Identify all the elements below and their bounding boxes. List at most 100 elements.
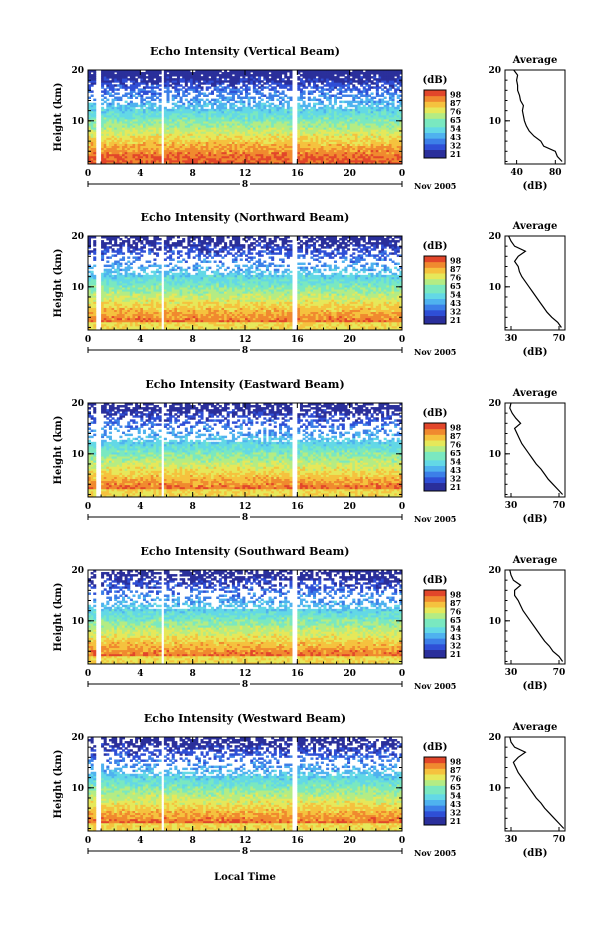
panel-title: Echo Intensity (Northward Beam) [141, 211, 350, 224]
average-profile-line [509, 236, 562, 328]
x-tick-label: 16 [291, 502, 304, 512]
average-y-tick-label: 20 [488, 232, 501, 242]
colorbar-tick-label: 21 [450, 315, 461, 325]
average-frame [505, 737, 565, 831]
y-tick-label: 20 [71, 232, 84, 242]
x-tick-label: 8 [190, 836, 196, 846]
colorbar-tick-label: 76 [450, 773, 462, 783]
date-label: Nov 2005 [414, 347, 456, 357]
average-y-tick-label: 10 [488, 117, 501, 127]
colorbar-tick-label: 21 [450, 149, 461, 159]
x-tick-label: 12 [239, 669, 252, 679]
x-tick-label: 4 [137, 502, 143, 512]
y-tick-label: 20 [71, 66, 84, 76]
colorbar-tick-label: 54 [450, 289, 462, 299]
average-frame [505, 570, 565, 664]
average-profile-line [510, 737, 564, 829]
colorbar-segment [424, 630, 446, 633]
x-tick-label: 20 [343, 836, 356, 846]
average-y-tick-label: 20 [488, 66, 501, 76]
average-y-tick-label: 20 [488, 733, 501, 743]
average-x-label: (dB) [523, 681, 548, 692]
average-y-tick-label: 10 [488, 450, 501, 460]
colorbar-segment [424, 287, 446, 290]
colorbar-tick-label: 43 [450, 132, 462, 142]
x-tick-label: 4 [137, 335, 143, 345]
x-tick-label: 8 [190, 669, 196, 679]
day-label: 8 [242, 346, 248, 356]
panel-2: Echo Intensity (Northward Beam)Height (k… [53, 211, 565, 358]
panel-title: Echo Intensity (Southward Beam) [141, 545, 350, 558]
y-tick-label: 10 [71, 617, 84, 627]
average-x-label: (dB) [523, 514, 548, 525]
colorbar-tick-label: 76 [450, 606, 462, 616]
colorbar-tick-label: 87 [450, 431, 461, 441]
colorbar-unit: (dB) [423, 75, 448, 86]
colorbar-tick-label: 98 [450, 756, 462, 766]
average-y-tick-label: 10 [488, 784, 501, 794]
colorbar-segment [424, 621, 446, 624]
average-x-tick-label: 40 [510, 168, 523, 178]
colorbar-segment [424, 113, 446, 116]
colorbar-segment [424, 454, 446, 457]
average-x-tick-label: 30 [505, 501, 518, 511]
colorbar-tick-label: 54 [450, 456, 462, 466]
x-tick-label: 4 [137, 169, 143, 179]
x-tick-label: 16 [291, 169, 304, 179]
colorbar-segment [424, 429, 446, 432]
x-tick-label: 20 [343, 502, 356, 512]
colorbar-segment [424, 788, 446, 791]
average-x-label: (dB) [523, 848, 548, 859]
colorbar-tick-label: 32 [450, 807, 461, 817]
average-x-tick-label: 70 [553, 835, 566, 845]
colorbar-segment [424, 780, 446, 783]
colorbar-tick-label: 76 [450, 106, 462, 116]
colorbar-segment [424, 805, 446, 808]
x-tick-label: 0 [399, 502, 405, 512]
colorbar-tick-label: 76 [450, 272, 462, 282]
colorbar-segment [424, 437, 446, 440]
heatmap [88, 236, 402, 330]
colorbar-tick-label: 21 [450, 816, 461, 826]
colorbar-tick-label: 32 [450, 140, 461, 150]
colorbar-segment [424, 463, 446, 466]
colorbar-tick-label: 43 [450, 632, 462, 642]
colorbar-tick-label: 32 [450, 640, 461, 650]
colorbar-segment [424, 121, 446, 124]
x-axis-label: Local Time [214, 872, 276, 883]
average-x-label: (dB) [523, 347, 548, 358]
colorbar-tick-label: 98 [450, 255, 462, 265]
average-y-tick-label: 20 [488, 566, 501, 576]
x-tick-label: 0 [85, 836, 91, 846]
colorbar-segment [424, 304, 446, 307]
y-tick-label: 20 [71, 733, 84, 743]
colorbar-tick-label: 21 [450, 482, 461, 492]
average-profile-line [510, 403, 563, 495]
panel-title: Echo Intensity (Vertical Beam) [150, 45, 340, 58]
x-tick-label: 12 [239, 502, 252, 512]
x-tick-label: 0 [85, 502, 91, 512]
average-x-tick-label: 70 [553, 334, 566, 344]
average-x-tick-label: 80 [549, 168, 562, 178]
x-tick-label: 4 [137, 669, 143, 679]
colorbar-tick-label: 87 [450, 98, 461, 108]
x-tick-label: 0 [85, 669, 91, 679]
average-title: Average [512, 55, 558, 66]
x-tick-label: 20 [343, 669, 356, 679]
panel-5: Echo Intensity (Westward Beam)Height (km… [53, 712, 565, 859]
x-tick-label: 12 [239, 169, 252, 179]
y-tick-label: 10 [71, 283, 84, 293]
x-tick-label: 20 [343, 169, 356, 179]
colorbar-segment [424, 763, 446, 766]
colorbar-tick-label: 54 [450, 123, 462, 133]
heatmap [88, 737, 402, 831]
x-tick-label: 16 [291, 669, 304, 679]
average-title: Average [512, 722, 558, 733]
y-axis-label: Height (km) [53, 83, 64, 152]
colorbar-tick-label: 65 [450, 281, 461, 291]
x-tick-label: 0 [399, 836, 405, 846]
average-y-tick-label: 20 [488, 399, 501, 409]
y-tick-label: 10 [71, 117, 84, 127]
x-tick-label: 0 [399, 335, 405, 345]
average-x-label: (dB) [523, 181, 548, 192]
